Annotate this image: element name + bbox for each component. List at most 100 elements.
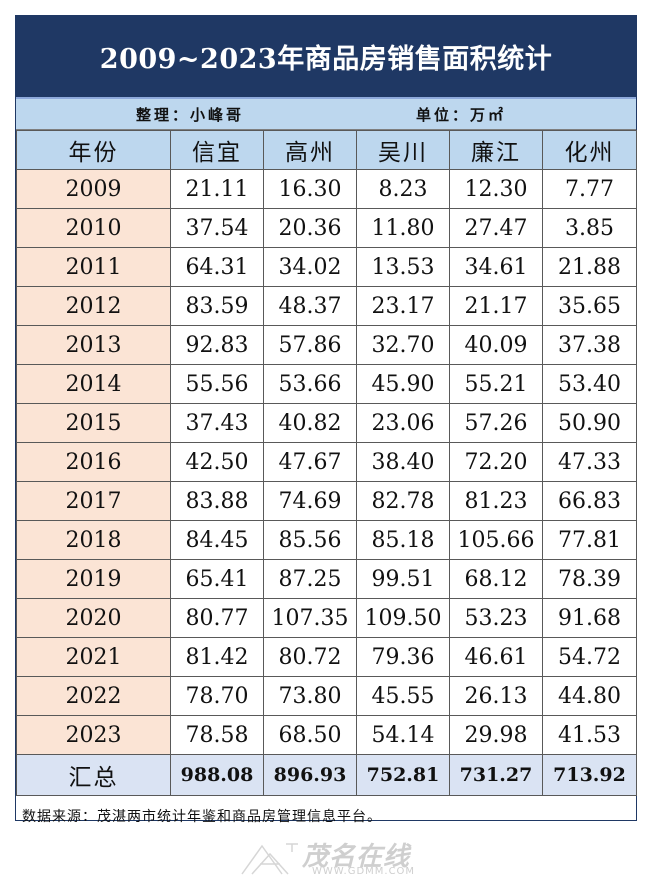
total-label: 汇总 — [16, 754, 171, 796]
header-city: 吴川 — [356, 130, 450, 170]
value-cell: 72.20 — [449, 442, 543, 482]
table-row: 2016 42.50 47.67 38.40 72.20 47.33 — [16, 442, 637, 482]
statistics-sheet: 2009~2023年商品房销售面积统计 整理：小峰哥 单位：万㎡ 年份 信宜 高州吴… — [15, 15, 637, 825]
table-body: 2009 21.11 16.30 8.23 12.30 7.77 2010 37.54 20.3… — [16, 169, 637, 796]
total-value-cell: 896.93 — [263, 754, 357, 796]
value-cell: 68.12 — [449, 559, 543, 599]
table-row: 2021 81.42 80.72 79.36 46.61 54.72 — [16, 637, 637, 677]
value-cell: 80.77 — [170, 598, 264, 638]
year-cell: 2019 — [16, 559, 171, 599]
value-cell: 34.61 — [449, 247, 543, 287]
year-cell: 2014 — [16, 364, 171, 404]
value-cell: 53.23 — [449, 598, 543, 638]
value-cell: 42.50 — [170, 442, 264, 482]
total-value-cell: 752.81 — [356, 754, 450, 796]
value-cell: 84.45 — [170, 520, 264, 560]
value-cell: 85.18 — [356, 520, 450, 560]
value-cell: 47.33 — [542, 442, 637, 482]
value-cell: 68.50 — [263, 715, 357, 755]
gdmm-logo-icon — [241, 843, 298, 875]
value-cell: 81.23 — [449, 481, 543, 521]
watermark-text: 茂名在线 — [302, 842, 411, 872]
year-cell: 2018 — [16, 520, 171, 560]
header-city: 高州 — [263, 130, 357, 170]
year-cell: 2017 — [16, 481, 171, 521]
value-cell: 35.65 — [542, 286, 637, 326]
value-cell: 78.39 — [542, 559, 637, 599]
value-cell: 91.68 — [542, 598, 637, 638]
value-cell: 81.42 — [170, 637, 264, 677]
value-cell: 82.78 — [356, 481, 450, 521]
value-cell: 74.69 — [263, 481, 357, 521]
value-cell: 87.25 — [263, 559, 357, 599]
value-cell: 105.66 — [449, 520, 543, 560]
value-cell: 109.50 — [356, 598, 450, 638]
table-header-row: 年份 信宜 高州 吴川 廉江 化州 — [16, 130, 637, 170]
value-cell: 40.09 — [449, 325, 543, 365]
value-cell: 54.72 — [542, 637, 637, 677]
total-value-cell: 713.92 — [542, 754, 637, 796]
year-cell: 2009 — [16, 169, 171, 209]
value-cell: 16.30 — [263, 169, 357, 209]
value-cell: 7.77 — [542, 169, 637, 209]
value-cell: 26.13 — [449, 676, 543, 716]
header-year: 年份 — [16, 130, 171, 170]
table-row: 2009 21.11 16.30 8.23 12.30 7.77 — [16, 169, 637, 209]
value-cell: 40.82 — [263, 403, 357, 443]
table-row: 2012 83.59 48.37 23.17 21.17 35.65 — [16, 286, 637, 326]
table-row: 2018 84.45 85.56 85.18 105.66 77.81 — [16, 520, 637, 560]
value-cell: 83.88 — [170, 481, 264, 521]
data-source-note: 数据来源：茂湛两市统计年鉴和商品房管理信息平台。 — [22, 809, 382, 825]
table-row: 2014 55.56 53.66 45.90 55.21 53.40 — [16, 364, 637, 404]
value-cell: 21.11 — [170, 169, 264, 209]
value-cell: 8.23 — [356, 169, 450, 209]
year-cell: 2021 — [16, 637, 171, 677]
meta-bar: 整理：小峰哥 单位：万㎡ — [16, 99, 636, 130]
year-cell: 2023 — [16, 715, 171, 755]
value-cell: 85.56 — [263, 520, 357, 560]
table-row: 2023 78.58 68.50 54.14 29.98 41.53 — [16, 715, 637, 755]
value-cell: 78.70 — [170, 676, 264, 716]
year-cell: 2010 — [16, 208, 171, 248]
value-cell: 64.31 — [170, 247, 264, 287]
compiler-label: 整理：小峰哥 — [136, 105, 245, 124]
year-cell: 2011 — [16, 247, 171, 287]
value-cell: 57.86 — [263, 325, 357, 365]
value-cell: 45.55 — [356, 676, 450, 716]
sales-area-table: 年份 信宜 高州 吴川 廉江 化州 2009 21.11 16.30 8.23 12.30 7.77… — [16, 130, 637, 796]
total-row: 汇总 988.08 896.93 752.81 731.27 713.92 — [16, 754, 637, 796]
value-cell: 50.90 — [542, 403, 637, 443]
value-cell: 21.17 — [449, 286, 543, 326]
value-cell: 44.80 — [542, 676, 637, 716]
unit-label: 单位：万㎡ — [416, 105, 507, 124]
value-cell: 78.58 — [170, 715, 264, 755]
table-row: 2011 64.31 34.02 13.53 34.61 21.88 — [16, 247, 637, 287]
total-value-cell: 731.27 — [449, 754, 543, 796]
table-row: 2020 80.77 107.35 109.50 53.23 91.68 — [16, 598, 637, 638]
value-cell: 46.61 — [449, 637, 543, 677]
value-cell: 29.98 — [449, 715, 543, 755]
value-cell: 12.30 — [449, 169, 543, 209]
table-row: 2015 37.43 40.82 23.06 57.26 50.90 — [16, 403, 637, 443]
value-cell: 55.21 — [449, 364, 543, 404]
year-cell: 2015 — [16, 403, 171, 443]
header-city: 化州 — [542, 130, 637, 170]
header-city: 信宜 — [170, 130, 264, 170]
table-row: 2022 78.70 73.80 45.55 26.13 44.80 — [16, 676, 637, 716]
value-cell: 37.38 — [542, 325, 637, 365]
value-cell: 3.85 — [542, 208, 637, 248]
value-cell: 47.67 — [263, 442, 357, 482]
value-cell: 83.59 — [170, 286, 264, 326]
value-cell: 65.41 — [170, 559, 264, 599]
value-cell: 54.14 — [356, 715, 450, 755]
value-cell: 37.43 — [170, 403, 264, 443]
value-cell: 48.37 — [263, 286, 357, 326]
value-cell: 37.54 — [170, 208, 264, 248]
year-cell: 2016 — [16, 442, 171, 482]
table-row: 2010 37.54 20.36 11.80 27.47 3.85 — [16, 208, 637, 248]
value-cell: 73.80 — [263, 676, 357, 716]
value-cell: 77.81 — [542, 520, 637, 560]
year-cell: 2022 — [16, 676, 171, 716]
table-row: 2013 92.83 57.86 32.70 40.09 37.38 — [16, 325, 637, 365]
value-cell: 21.88 — [542, 247, 637, 287]
